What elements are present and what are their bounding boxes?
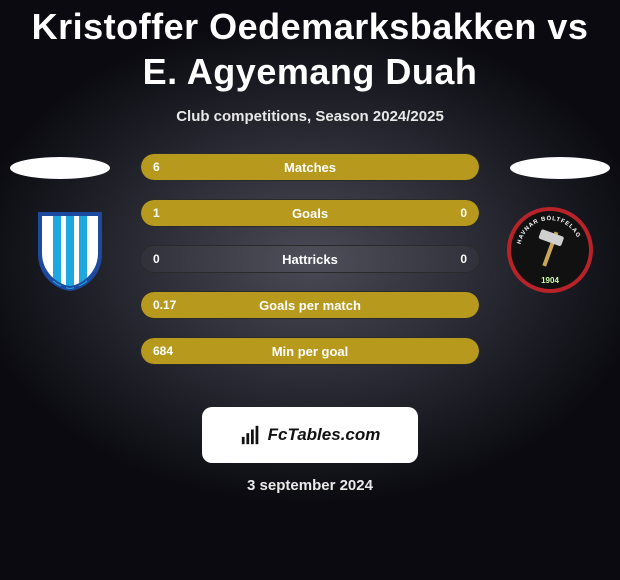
flag-oval-left <box>10 157 110 179</box>
badge-ring-text: HAVNAR BÓLTFELAG <box>511 211 589 289</box>
stat-value-right: 0 <box>448 246 479 272</box>
shield-icon <box>35 209 105 291</box>
stat-bars: 6Matches10Goals00Hattricks0.17Goals per … <box>140 153 480 383</box>
stat-row: 684Min per goal <box>140 337 480 365</box>
stat-row: 0 0Hattricks <box>140 245 480 273</box>
stat-fill-left <box>141 154 479 180</box>
stat-row: 10Goals <box>140 199 480 227</box>
stat-value-left: 6 <box>141 154 172 180</box>
stat-row: 0.17Goals per match <box>140 291 480 319</box>
stat-value-left: 0.17 <box>141 292 188 318</box>
bars-icon <box>240 424 262 446</box>
stat-row: 6Matches <box>140 153 480 181</box>
date-text: 3 september 2024 <box>0 477 620 494</box>
stat-value-left: 0 <box>141 246 172 272</box>
brand-badge: FcTables.com <box>202 407 418 463</box>
subtitle: Club competitions, Season 2024/2025 <box>0 108 620 125</box>
brand-text: FcTables.com <box>268 425 381 445</box>
stat-fill-left <box>141 200 405 226</box>
stat-fill-left <box>141 338 479 364</box>
stat-label: Hattricks <box>141 246 479 272</box>
stat-value-right: 0 <box>448 200 479 226</box>
stat-value-left: 684 <box>141 338 185 364</box>
stat-fill-left <box>141 292 479 318</box>
svg-text:HAVNAR BÓLTFELAG: HAVNAR BÓLTFELAG <box>517 214 582 245</box>
page-title: Kristoffer Oedemarksbakken vs E. Agyeman… <box>0 0 620 94</box>
stat-value-left: 1 <box>141 200 172 226</box>
team-crest-left <box>25 205 115 295</box>
comparison-arena: 1904 HAVNAR BÓLTFELAG 6Matches10Goals00H… <box>0 153 620 403</box>
flag-oval-right <box>510 157 610 179</box>
team-crest-right: 1904 HAVNAR BÓLTFELAG <box>505 205 595 295</box>
